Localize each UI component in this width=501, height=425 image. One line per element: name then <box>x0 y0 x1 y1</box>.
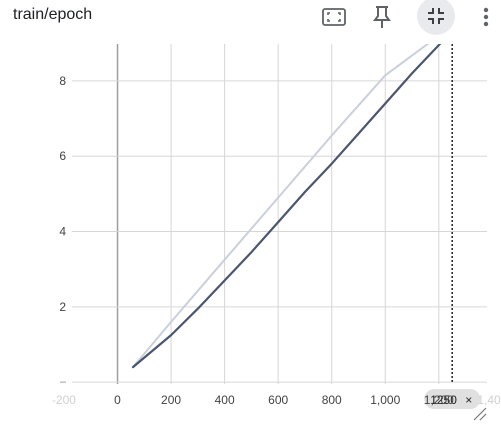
pin-button[interactable] <box>367 2 397 32</box>
x-tick-label: 800 <box>322 393 342 407</box>
x-tick-label: -200 <box>52 393 76 407</box>
chart-grid <box>72 44 487 384</box>
fit-domain-icon <box>322 8 346 26</box>
x-tick-label: 400 <box>215 393 235 407</box>
series-line-raw <box>132 44 430 369</box>
collapse-icon <box>428 8 444 24</box>
pin-icon <box>373 6 391 28</box>
hover-label-pill <box>424 389 481 409</box>
more-options-button[interactable] <box>479 2 493 32</box>
x-tick-label: 1,200 <box>424 393 454 407</box>
hover-x-label[interactable]: 1250 × <box>424 389 481 409</box>
series-line-smoothed <box>131 44 442 369</box>
hover-cursor: 1250 × <box>424 44 481 409</box>
x-tick-label: 1,400 <box>477 393 501 407</box>
close-icon[interactable]: × <box>465 393 472 407</box>
collapse-button[interactable] <box>417 0 455 35</box>
x-tick-label: 1,000 <box>370 393 400 407</box>
chart-title: train/epoch <box>13 6 93 23</box>
y-tick-label: 4 <box>59 225 66 239</box>
x-tick-label: 0 <box>114 393 121 407</box>
y-tick-label: 8 <box>59 74 66 88</box>
chart-axes: -200 0 200 400 600 800 1,000 1,200 1,400 2 4 6 8 <box>52 74 501 407</box>
x-tick-label: 200 <box>161 393 181 407</box>
fit-domain-button[interactable] <box>319 2 349 32</box>
hover-x-value: 1250 <box>430 393 457 407</box>
resize-handle[interactable] <box>473 407 487 421</box>
y-tick-label: 6 <box>59 149 66 163</box>
y-tick-label: 2 <box>59 300 66 314</box>
chart-series <box>131 44 442 369</box>
more-vert-icon <box>483 7 489 27</box>
x-tick-label: 600 <box>268 393 288 407</box>
